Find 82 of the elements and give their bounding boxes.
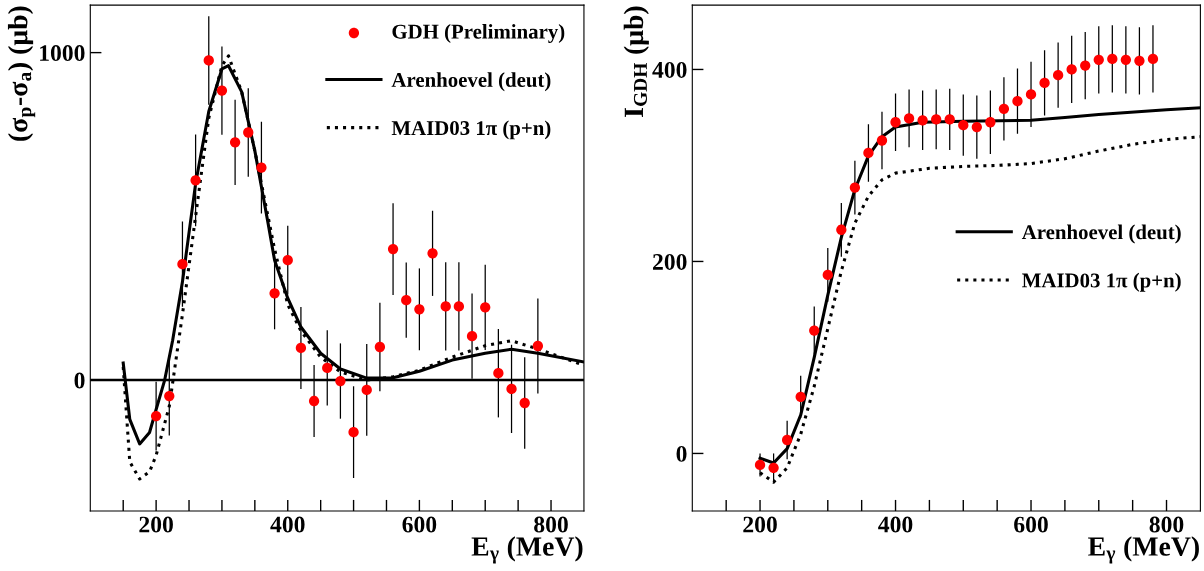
point (1134, 55, 1145, 66)
point (269, 288, 280, 299)
point (1012, 95, 1023, 107)
point (917, 115, 928, 126)
point (190, 175, 201, 186)
x-tick-label: 400 (270, 516, 305, 533)
point (944, 114, 955, 125)
x-tick-label: 800 (534, 516, 568, 533)
point (1039, 77, 1050, 89)
point (890, 117, 901, 128)
x-tick-label: 200 (139, 516, 173, 533)
legend-label: Arenhoevel (deut) (391, 72, 551, 92)
legend-label: MAID03 1π (p+n) (1022, 272, 1181, 292)
point (203, 55, 214, 66)
y-axis-title: I$_{GDH}$ (μb) (623, 6, 649, 117)
x-tick-label: 200 (743, 516, 777, 533)
point (958, 119, 969, 131)
point (164, 390, 175, 402)
point (836, 224, 847, 235)
x-tick-label: 800 (1149, 516, 1184, 533)
point (1080, 60, 1091, 71)
point (256, 162, 267, 173)
point (532, 340, 544, 352)
point (453, 301, 465, 312)
point (348, 426, 359, 438)
point (335, 375, 346, 387)
y-tick-label: 1000 (40, 45, 85, 62)
point (519, 397, 530, 409)
point (768, 462, 779, 473)
point (1052, 70, 1064, 81)
point (822, 269, 833, 281)
point (216, 85, 228, 96)
point (931, 114, 942, 125)
point (849, 182, 861, 193)
point (781, 434, 793, 446)
point (809, 325, 820, 336)
point (1120, 54, 1132, 66)
point (440, 301, 451, 312)
point (322, 362, 333, 374)
point (1025, 89, 1037, 100)
point (361, 384, 372, 396)
point (243, 127, 254, 138)
legend-label: MAID03 1π (p+n) (391, 120, 551, 140)
point (998, 103, 1010, 114)
point (401, 295, 412, 306)
point (985, 117, 996, 128)
y-tick-label: 400 (652, 61, 687, 78)
point (876, 135, 888, 146)
point (229, 137, 241, 148)
point (308, 395, 320, 407)
point (387, 243, 399, 255)
point (374, 341, 386, 353)
point (466, 331, 478, 342)
y-tick-label: 200 (653, 253, 687, 270)
point (427, 248, 438, 259)
point (795, 391, 806, 402)
x-axis-title: E$_{γ}$ (MeV) (471, 536, 583, 564)
point (903, 113, 915, 124)
point (150, 410, 162, 422)
x-tick-label: 600 (402, 516, 437, 533)
point (1147, 53, 1159, 65)
legend-label: Arenhoevel (deut) (1021, 224, 1181, 244)
y-tick-label: 0 (676, 445, 687, 462)
legend-label: GDH (Preliminary) (392, 24, 565, 43)
y-axis-title: (σ$_{p}$-σ$_{a}$) (μb) (7, 6, 36, 141)
point (1107, 53, 1118, 65)
point (295, 342, 307, 354)
point (493, 368, 504, 379)
x-axis-title: E$_{γ}$ (MeV) (1088, 536, 1199, 564)
x-tick-label: 400 (878, 516, 913, 533)
point (480, 302, 491, 313)
point (1093, 54, 1104, 66)
point (414, 304, 425, 315)
point (863, 147, 874, 159)
point (282, 255, 293, 266)
y-tick-label: 0 (74, 372, 85, 389)
point (506, 383, 517, 395)
point (177, 259, 188, 270)
x-tick-label: 600 (1014, 516, 1048, 533)
point (971, 121, 982, 133)
point (1066, 64, 1077, 75)
point (754, 459, 766, 471)
